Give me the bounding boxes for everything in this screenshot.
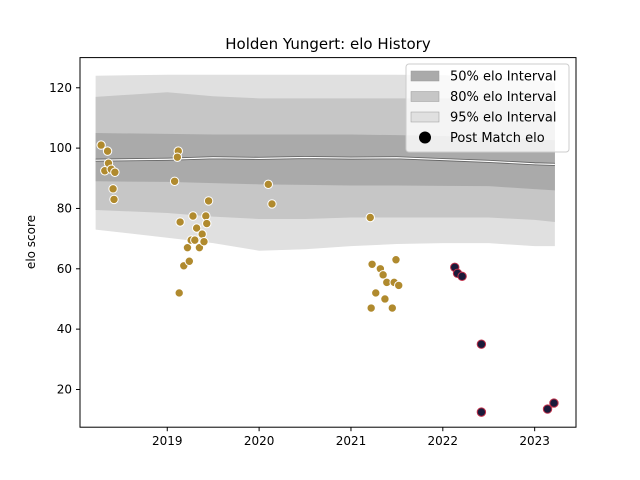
data-point	[197, 229, 207, 239]
data-point	[110, 167, 120, 177]
y-tick-label: 60	[57, 262, 72, 276]
y-tick-label: 40	[57, 322, 72, 336]
data-point	[476, 407, 487, 417]
y-tick-label: 80	[57, 201, 72, 215]
x-tick-label: 2023	[519, 434, 550, 448]
plot-frame	[79, 57, 577, 428]
data-point	[203, 196, 214, 206]
data-point	[367, 259, 377, 269]
chart-title: Holden Yungert: elo History	[225, 35, 431, 53]
mean-line	[95, 156, 555, 166]
data-point	[182, 242, 193, 253]
data-point	[108, 184, 118, 194]
x-tick-label: 2021	[336, 434, 367, 448]
x-tick-label: 2022	[428, 434, 459, 448]
data-point	[188, 211, 198, 221]
data-point	[109, 194, 119, 205]
data-point	[199, 236, 209, 247]
legend-swatch	[410, 70, 440, 82]
data-point	[542, 404, 553, 414]
y-axis-label: elo score	[24, 215, 38, 269]
data-point	[380, 294, 390, 304]
data-point	[371, 288, 381, 298]
data-point	[190, 235, 200, 245]
data-point	[102, 146, 113, 156]
data-point	[366, 303, 376, 313]
data-point	[175, 217, 185, 227]
data-point	[457, 271, 467, 282]
data-point	[191, 223, 202, 233]
data-point	[387, 303, 397, 313]
legend-label: 95% elo Interval	[450, 111, 557, 126]
data-point	[394, 280, 404, 291]
legend-label: Post Match elo	[450, 131, 545, 146]
data-point	[169, 176, 180, 187]
x-tick-label: 2020	[244, 434, 275, 448]
legend-label: 50% elo Interval	[450, 70, 557, 85]
x-axis-ticks: 2019 2020 2021 2022 2023	[152, 427, 550, 448]
legend-label: 80% elo Interval	[450, 90, 557, 105]
legend-box	[405, 63, 570, 153]
data-point	[263, 179, 273, 190]
data-point	[184, 256, 195, 266]
data-point	[267, 199, 277, 209]
post-match-points	[96, 140, 559, 417]
mean-elo-line	[95, 155, 555, 166]
y-tick-label: 120	[49, 81, 72, 95]
data-point	[172, 152, 183, 162]
legend-swatch	[410, 91, 440, 102]
data-point	[476, 339, 487, 349]
x-tick-label: 2019	[152, 434, 183, 448]
y-axis-ticks: 20 40 60 80 100 120	[49, 81, 80, 396]
legend-swatch	[410, 111, 440, 123]
data-point	[365, 212, 375, 223]
legend-marker	[419, 131, 431, 144]
data-point	[96, 140, 106, 150]
data-point	[202, 218, 212, 229]
data-point	[549, 398, 559, 408]
data-point	[174, 288, 184, 298]
data-point	[378, 270, 388, 280]
data-point	[391, 255, 401, 265]
legend: 50% elo Interval 80% elo Interval 95% elo …	[405, 63, 570, 153]
y-tick-label: 20	[57, 382, 72, 396]
y-tick-label: 100	[49, 141, 72, 155]
